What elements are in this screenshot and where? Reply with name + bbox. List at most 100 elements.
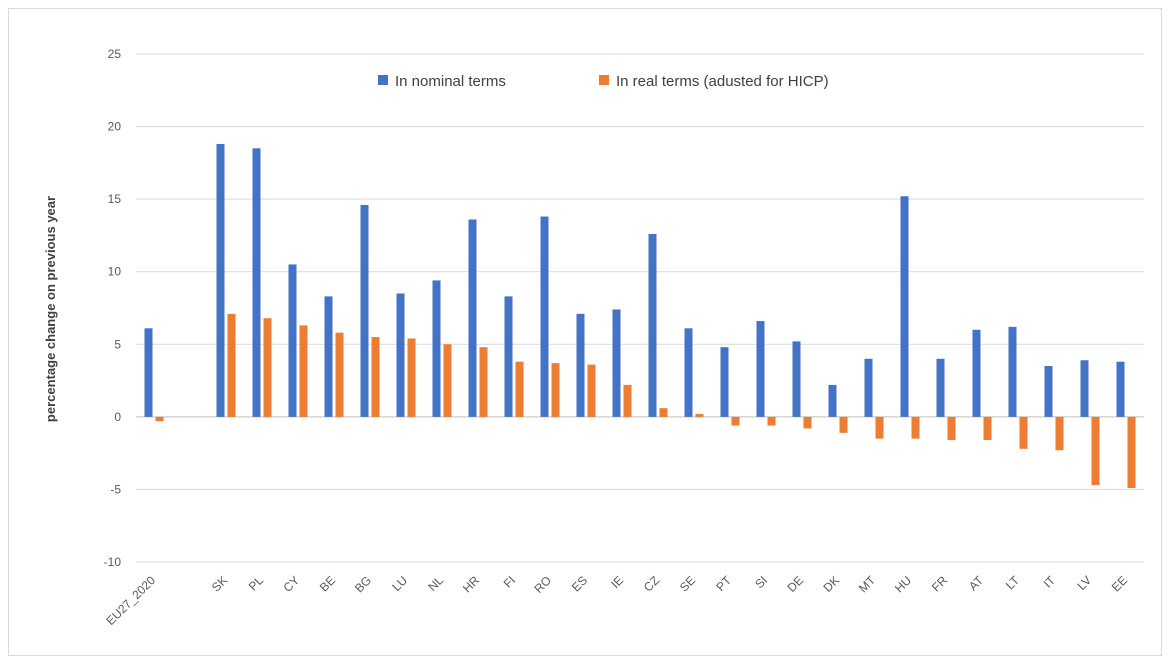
bar-nominal [864,358,873,417]
bar-nominal [540,216,549,417]
bar-real [155,416,164,422]
bar-real [767,416,776,426]
bar-real [443,344,452,417]
bar-nominal [1008,326,1017,417]
bar-real [659,408,668,417]
x-tick-label: ES [569,573,590,594]
bar-real [515,361,524,417]
x-tick-label: SK [209,573,230,594]
x-tick-label: AT [966,573,987,594]
bar-nominal [900,196,909,417]
legend-swatch-nominal [378,75,388,85]
bar-chart: -10 -5 0 5 10 15 20 25 EU27_2020 SK PL CY BE BG LU NL H… [43,47,1144,628]
bar-real [839,416,848,433]
y-tick-label: 10 [108,265,122,279]
x-tick-label: DK [820,573,842,595]
y-tick-label: -10 [104,555,122,569]
bar-real [623,384,632,417]
bar-real [911,416,920,439]
bar-nominal [324,296,333,417]
y-axis-label: percentage change on previous year [43,196,58,422]
bar-nominal [612,309,621,417]
x-tick-label: PL [246,573,267,594]
y-tick-label: 5 [114,337,121,351]
bar-real [227,313,236,417]
bar-real [731,416,740,426]
bar-nominal [396,293,405,417]
x-tick-label: EE [1109,573,1130,594]
y-tick-label: 0 [114,410,121,424]
x-tick-label: BG [352,573,374,595]
x-tick-label: SI [752,573,770,591]
bar-real [407,338,416,417]
bar-nominal [828,384,837,417]
bar-nominal [936,358,945,417]
bar-nominal [360,204,369,417]
bar-nominal [216,143,225,417]
x-tick-label: FI [501,573,518,590]
legend: In nominal terms In real terms (adusted … [378,73,829,90]
x-tick-label: FR [929,573,950,594]
bar-nominal [468,219,477,417]
bar-nominal [720,347,729,417]
bar-real [299,325,308,417]
bar-nominal [1080,360,1089,417]
x-tick-label: IT [1041,573,1059,591]
y-tick-label: 15 [108,192,122,206]
x-tick-label: LV [1074,573,1094,593]
bar-nominal [288,264,297,417]
y-tick-label: 20 [108,120,122,134]
bar-real [947,416,956,441]
bar-nominal [576,313,585,417]
bar-nominal [252,148,261,417]
bar-real [803,416,812,429]
x-tick-labels: EU27_2020 SK PL CY BE BG LU NL HR FI RO ES IE CZ SE PT S… [103,573,1130,628]
bar-real [1091,416,1100,486]
x-tick-label: DE [784,573,806,595]
x-tick-label: EU27_2020 [103,573,158,628]
bar-nominal [756,321,765,417]
bar-real [1055,416,1064,451]
bar-nominal [648,233,657,417]
bar-nominal [1044,366,1053,417]
bar-nominal [504,296,513,417]
x-tick-label: SE [677,573,698,594]
y-tick-label: -5 [110,482,121,496]
bar-real [263,318,272,417]
bar-nominal [144,328,153,417]
x-tick-label: CY [280,573,302,595]
bar-nominal [684,328,693,417]
bar-real [371,337,380,417]
x-tick-label: NL [425,573,446,594]
bar-real [479,347,488,417]
x-tick-label: HU [892,573,914,595]
bar-nominal [972,329,981,417]
bars [144,143,1136,488]
bar-nominal [792,341,801,417]
bar-real [587,364,596,417]
chart-frame: -10 -5 0 5 10 15 20 25 EU27_2020 SK PL CY BE BG LU NL H… [8,8,1162,656]
y-tick-labels: -10 -5 0 5 10 15 20 25 [104,47,122,569]
x-tick-label: MT [856,573,879,596]
x-tick-label: HR [460,573,482,595]
y-tick-label: 25 [108,47,122,61]
legend-label-real: In real terms (adusted for HICP) [616,73,829,90]
x-tick-label: PT [713,573,734,594]
bar-real [551,363,560,417]
x-tick-label: LU [389,573,410,594]
bar-real [875,416,884,439]
legend-label-nominal: In nominal terms [395,73,506,90]
bar-nominal [432,280,441,417]
bar-real [983,416,992,441]
bar-real [1019,416,1028,449]
gridlines [136,53,1144,563]
x-tick-label: LT [1003,573,1023,593]
x-tick-label: BE [317,573,338,594]
x-tick-label: CZ [641,573,662,594]
bar-real [335,332,344,417]
bar-nominal [1116,361,1125,417]
bar-real [695,413,704,417]
legend-swatch-real [599,75,609,85]
x-tick-label: IE [608,573,626,591]
x-tick-label: RO [531,573,554,596]
